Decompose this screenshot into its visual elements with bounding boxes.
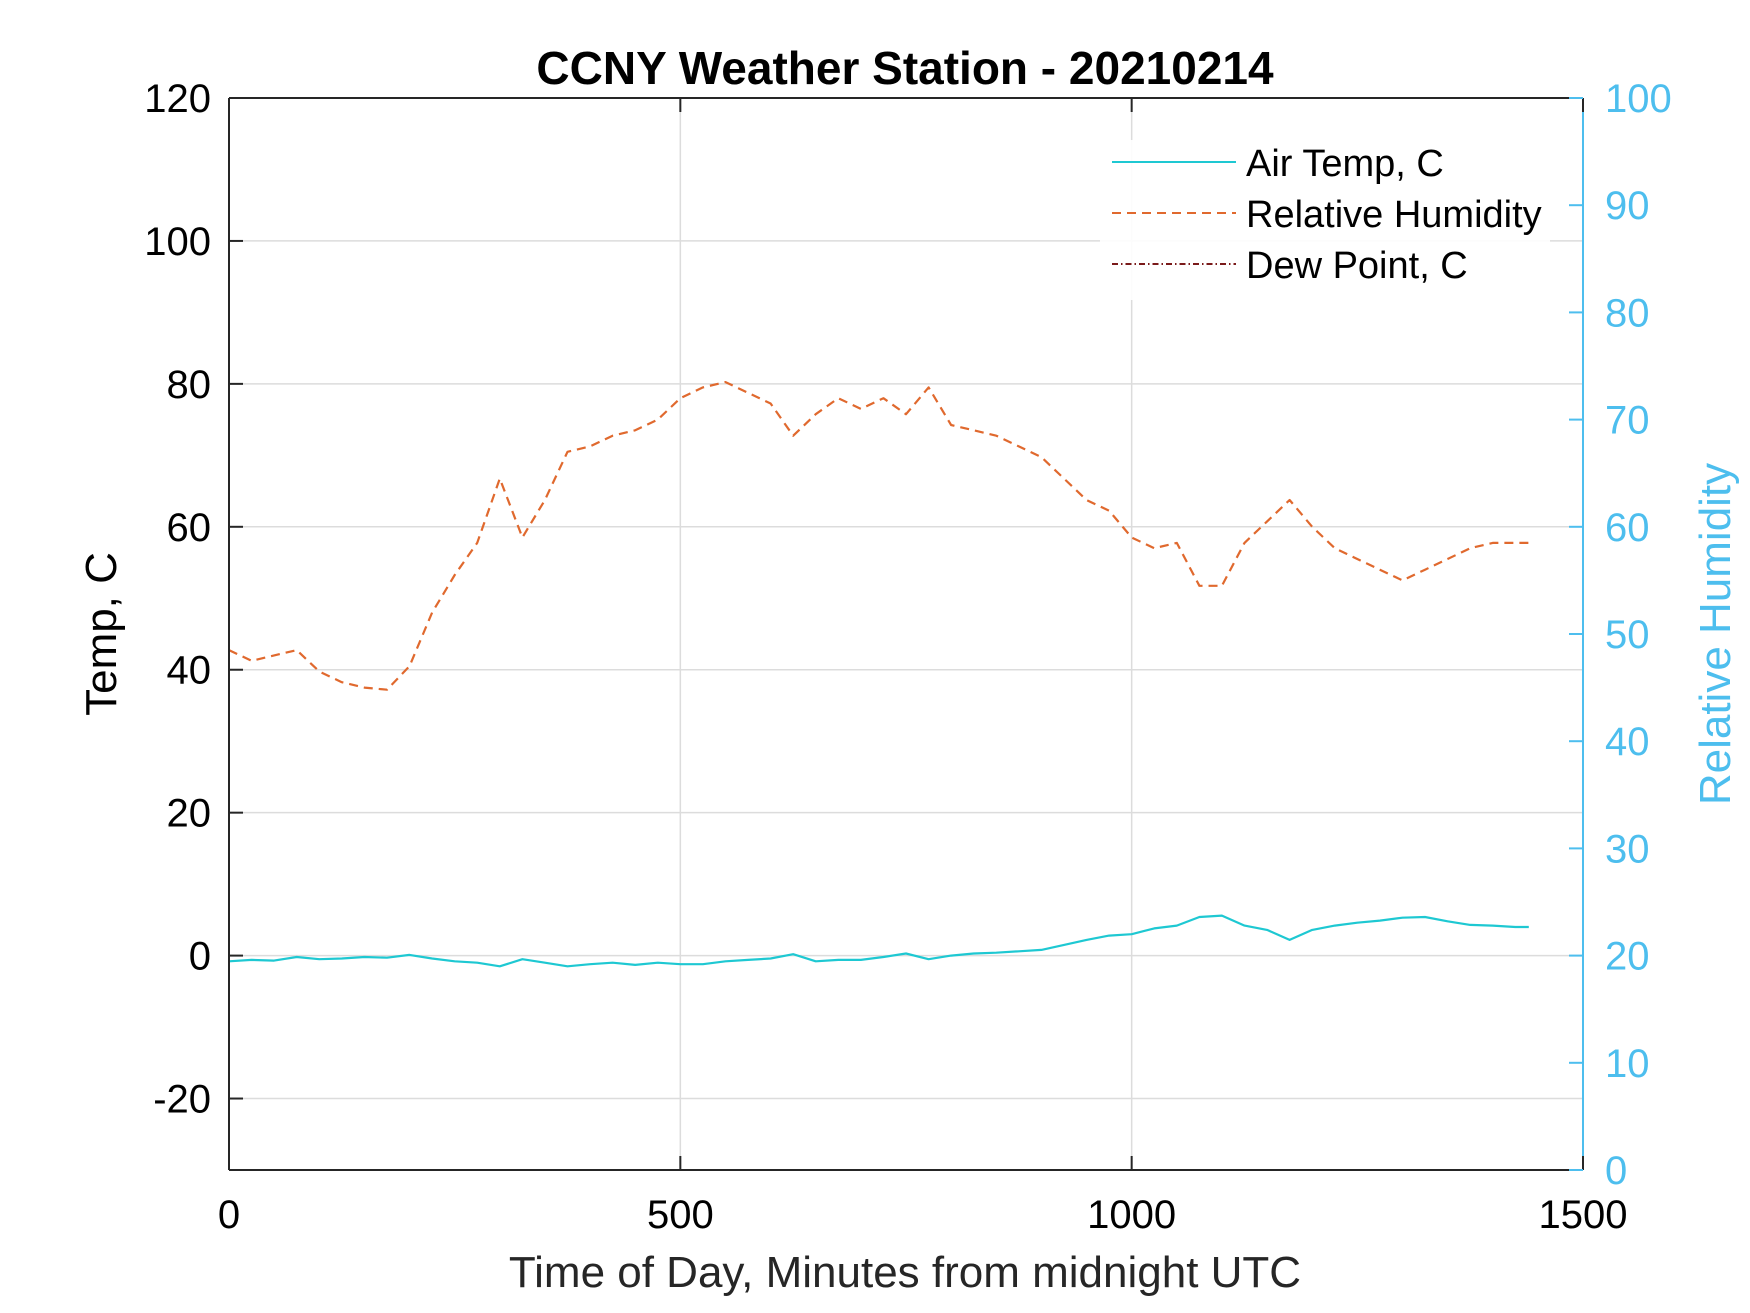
y-tick-label-right: 0 [1605,1149,1627,1193]
y-tick-label-left: 40 [167,649,212,693]
y-tick-label-right: 20 [1605,935,1650,979]
series-line-0 [228,914,1529,968]
y-tick-label-right: 60 [1605,506,1650,550]
y-tick-label-right: 50 [1605,613,1650,657]
y-tick-label-left: 60 [167,506,212,550]
legend: Air Temp, C Relative Humidity Dew Point,… [1100,140,1550,300]
x-tick-label: 1000 [1087,1193,1176,1237]
y-tick-label-left: -20 [153,1078,211,1122]
y-tick-label-right: 40 [1605,720,1650,764]
y-tick-label-left: 0 [189,935,211,979]
y-tick-label-left: 20 [167,792,212,836]
plot-lines [228,381,1529,968]
y-tick-label-right: 90 [1605,184,1650,228]
y-tick-label-right: 10 [1605,1042,1650,1086]
legend-label-air-temp: Air Temp, C [1246,143,1444,185]
y-tick-label-left: 120 [144,77,211,121]
x-tick-label: 1500 [1539,1193,1628,1237]
axes [228,97,1584,1171]
tick-labels: 0 500 1000 1500 -20 0 20 40 60 80 100 120 0 10 20 30 40 5… [144,77,1672,1237]
y-tick-label-left: 80 [167,363,212,407]
y-tick-label-right: 100 [1605,77,1672,121]
x-axis-label: Time of Day, Minutes from midnight UTC [509,1248,1301,1297]
y-axis-label-left: Temp, C [77,552,126,716]
x-tick-label: 500 [647,1193,714,1237]
legend-label-relative-humidity: Relative Humidity [1246,194,1542,236]
x-tick-label: 0 [218,1193,240,1237]
y-tick-label-right: 70 [1605,399,1650,443]
y-tick-label-right: 30 [1605,827,1650,871]
y-axis-label-right: Relative Humidity [1691,463,1740,805]
chart-title: CCNY Weather Station - 20210214 [536,42,1274,94]
legend-label-dew-point: Dew Point, C [1246,245,1468,287]
y-tick-label-left: 100 [144,220,211,264]
y-tick-label-right: 80 [1605,291,1650,335]
series-line-1 [228,381,1529,691]
legend-box [1100,140,1550,300]
